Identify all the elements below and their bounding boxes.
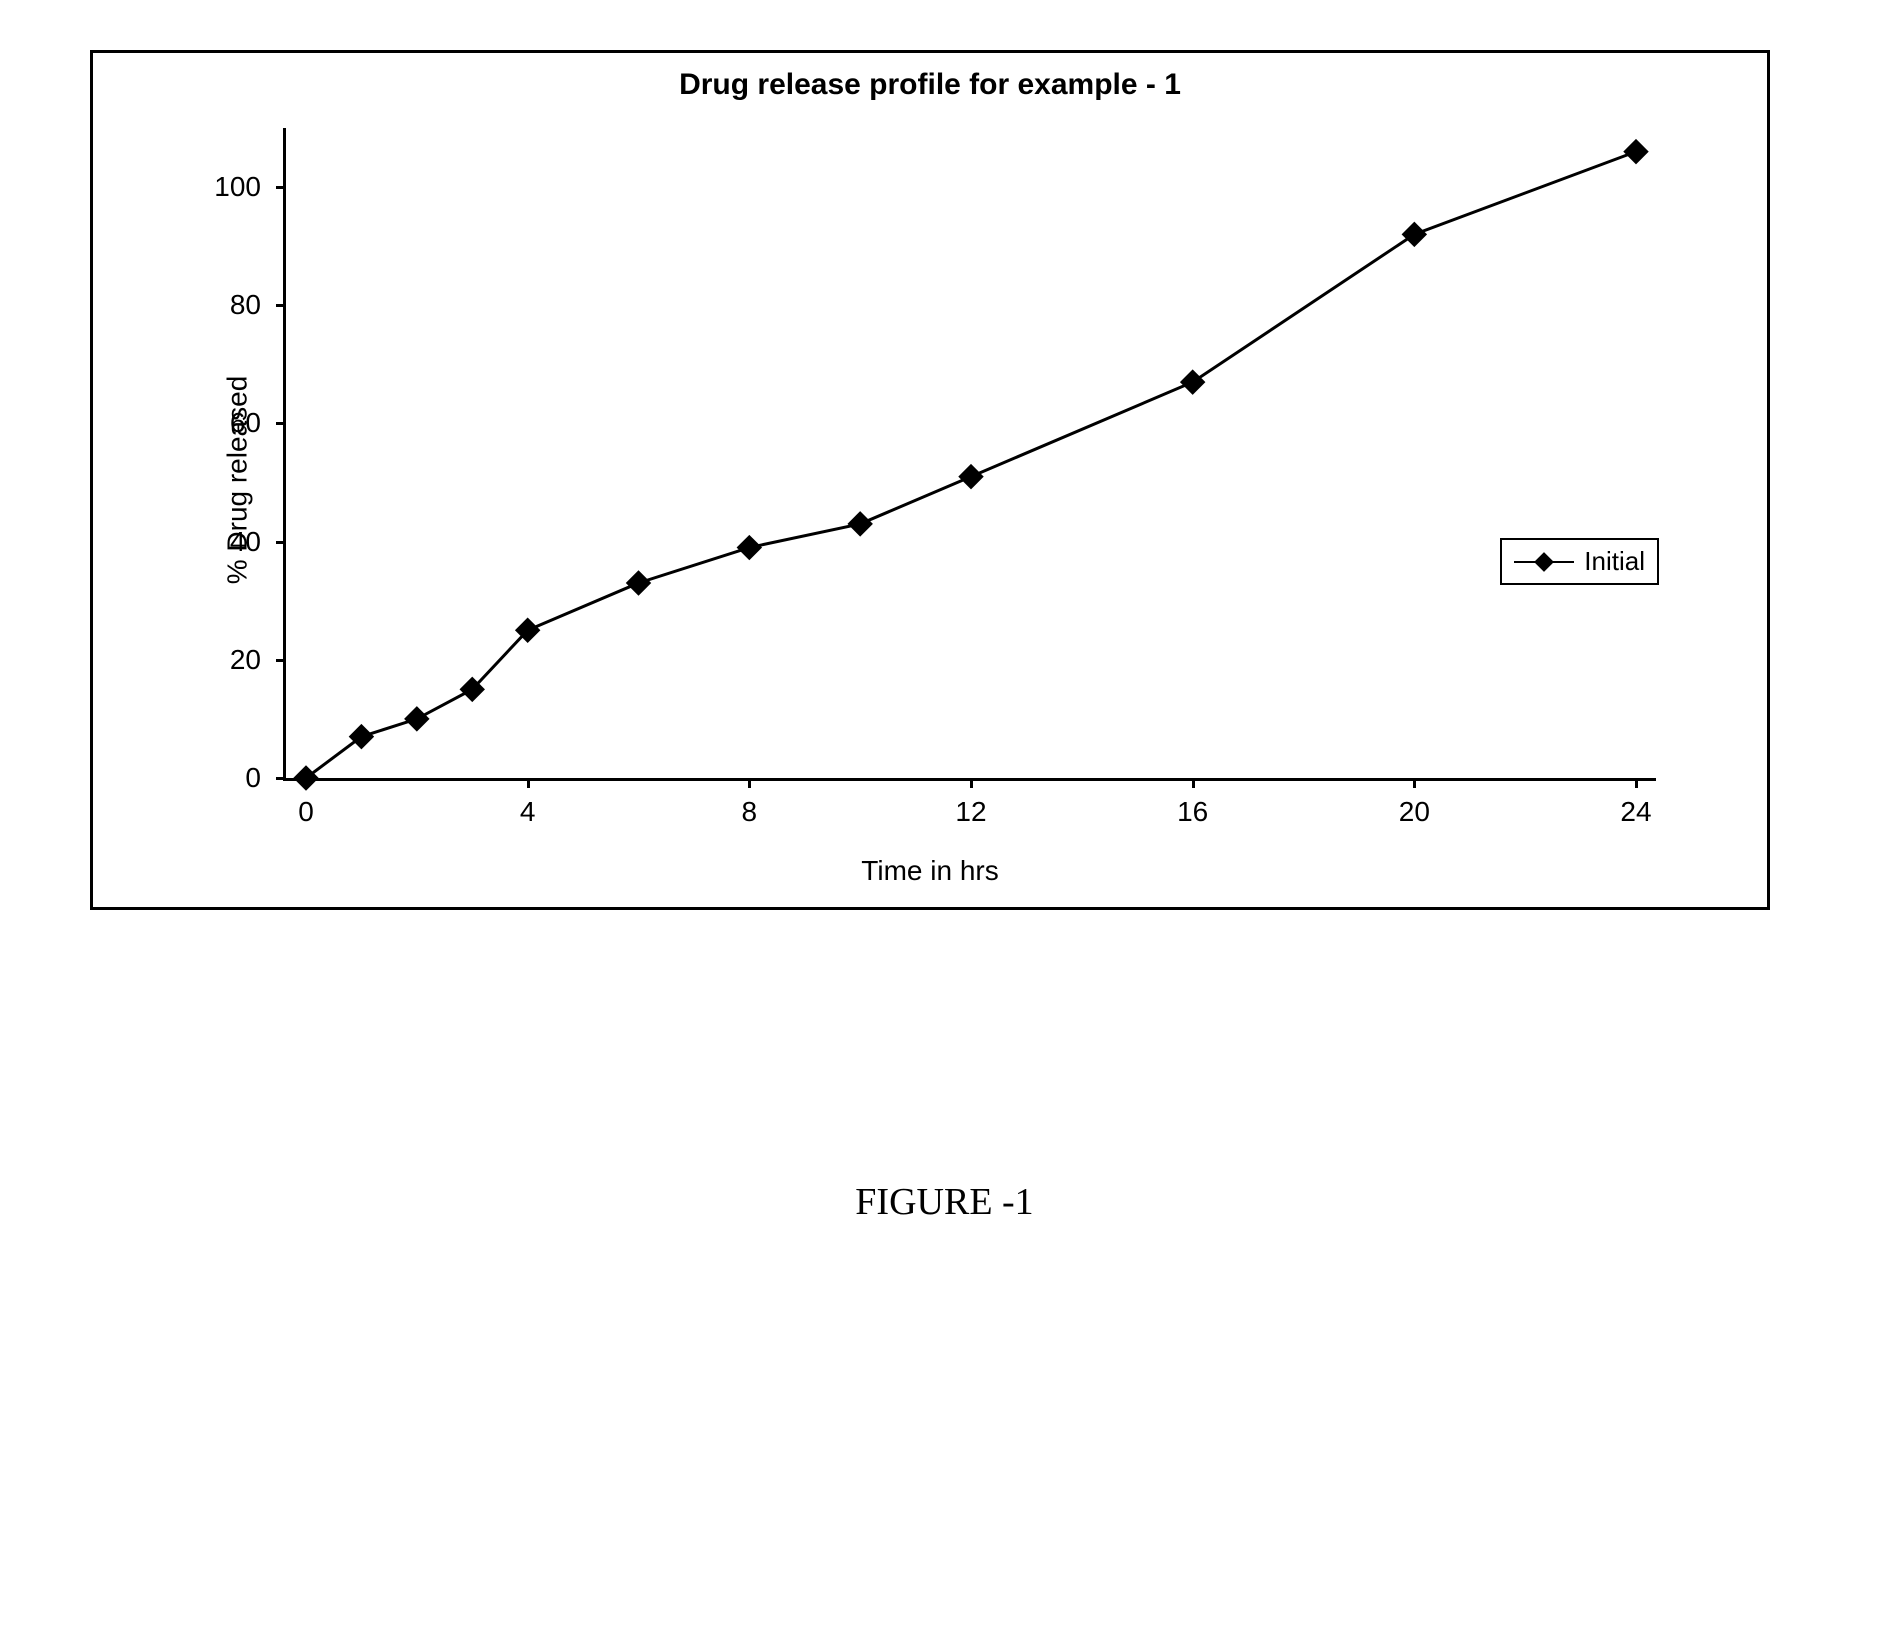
y-tick-label: 80 (191, 289, 286, 321)
x-tick-label: 12 (955, 778, 986, 828)
legend-label: Initial (1584, 546, 1645, 577)
x-tick-label: 16 (1177, 778, 1208, 828)
chart-outer-border: Drug release profile for example - 1 020… (90, 50, 1770, 910)
data-marker (1402, 222, 1427, 247)
x-axis-label: Time in hrs (93, 855, 1767, 887)
data-marker (958, 464, 983, 489)
y-axis-label: % Drug released (221, 376, 253, 585)
x-tick-label: 0 (298, 778, 314, 828)
data-marker (349, 724, 374, 749)
figure-container: Drug release profile for example - 1 020… (30, 30, 1859, 1603)
x-tick-label: 20 (1399, 778, 1430, 828)
data-marker (1623, 139, 1648, 164)
legend-marker-icon (1534, 552, 1554, 572)
data-marker (626, 570, 651, 595)
x-tick-label: 4 (520, 778, 536, 828)
figure-caption: FIGURE -1 (30, 1180, 1859, 1224)
data-marker (737, 535, 762, 560)
legend-line-icon (1514, 561, 1574, 563)
y-tick-label: 0 (191, 762, 286, 794)
data-marker (847, 511, 872, 536)
chart-title: Drug release profile for example - 1 (93, 68, 1767, 102)
plot-area: 020406080100 04812162024 Initial (283, 128, 1656, 781)
y-tick-label: 20 (191, 644, 286, 676)
y-tick-label: 100 (191, 171, 286, 203)
legend: Initial (1500, 538, 1659, 585)
chart-svg (286, 128, 1656, 778)
data-marker (1180, 369, 1205, 394)
x-tick-label: 8 (742, 778, 758, 828)
x-tick-label: 24 (1620, 778, 1651, 828)
data-marker (404, 706, 429, 731)
